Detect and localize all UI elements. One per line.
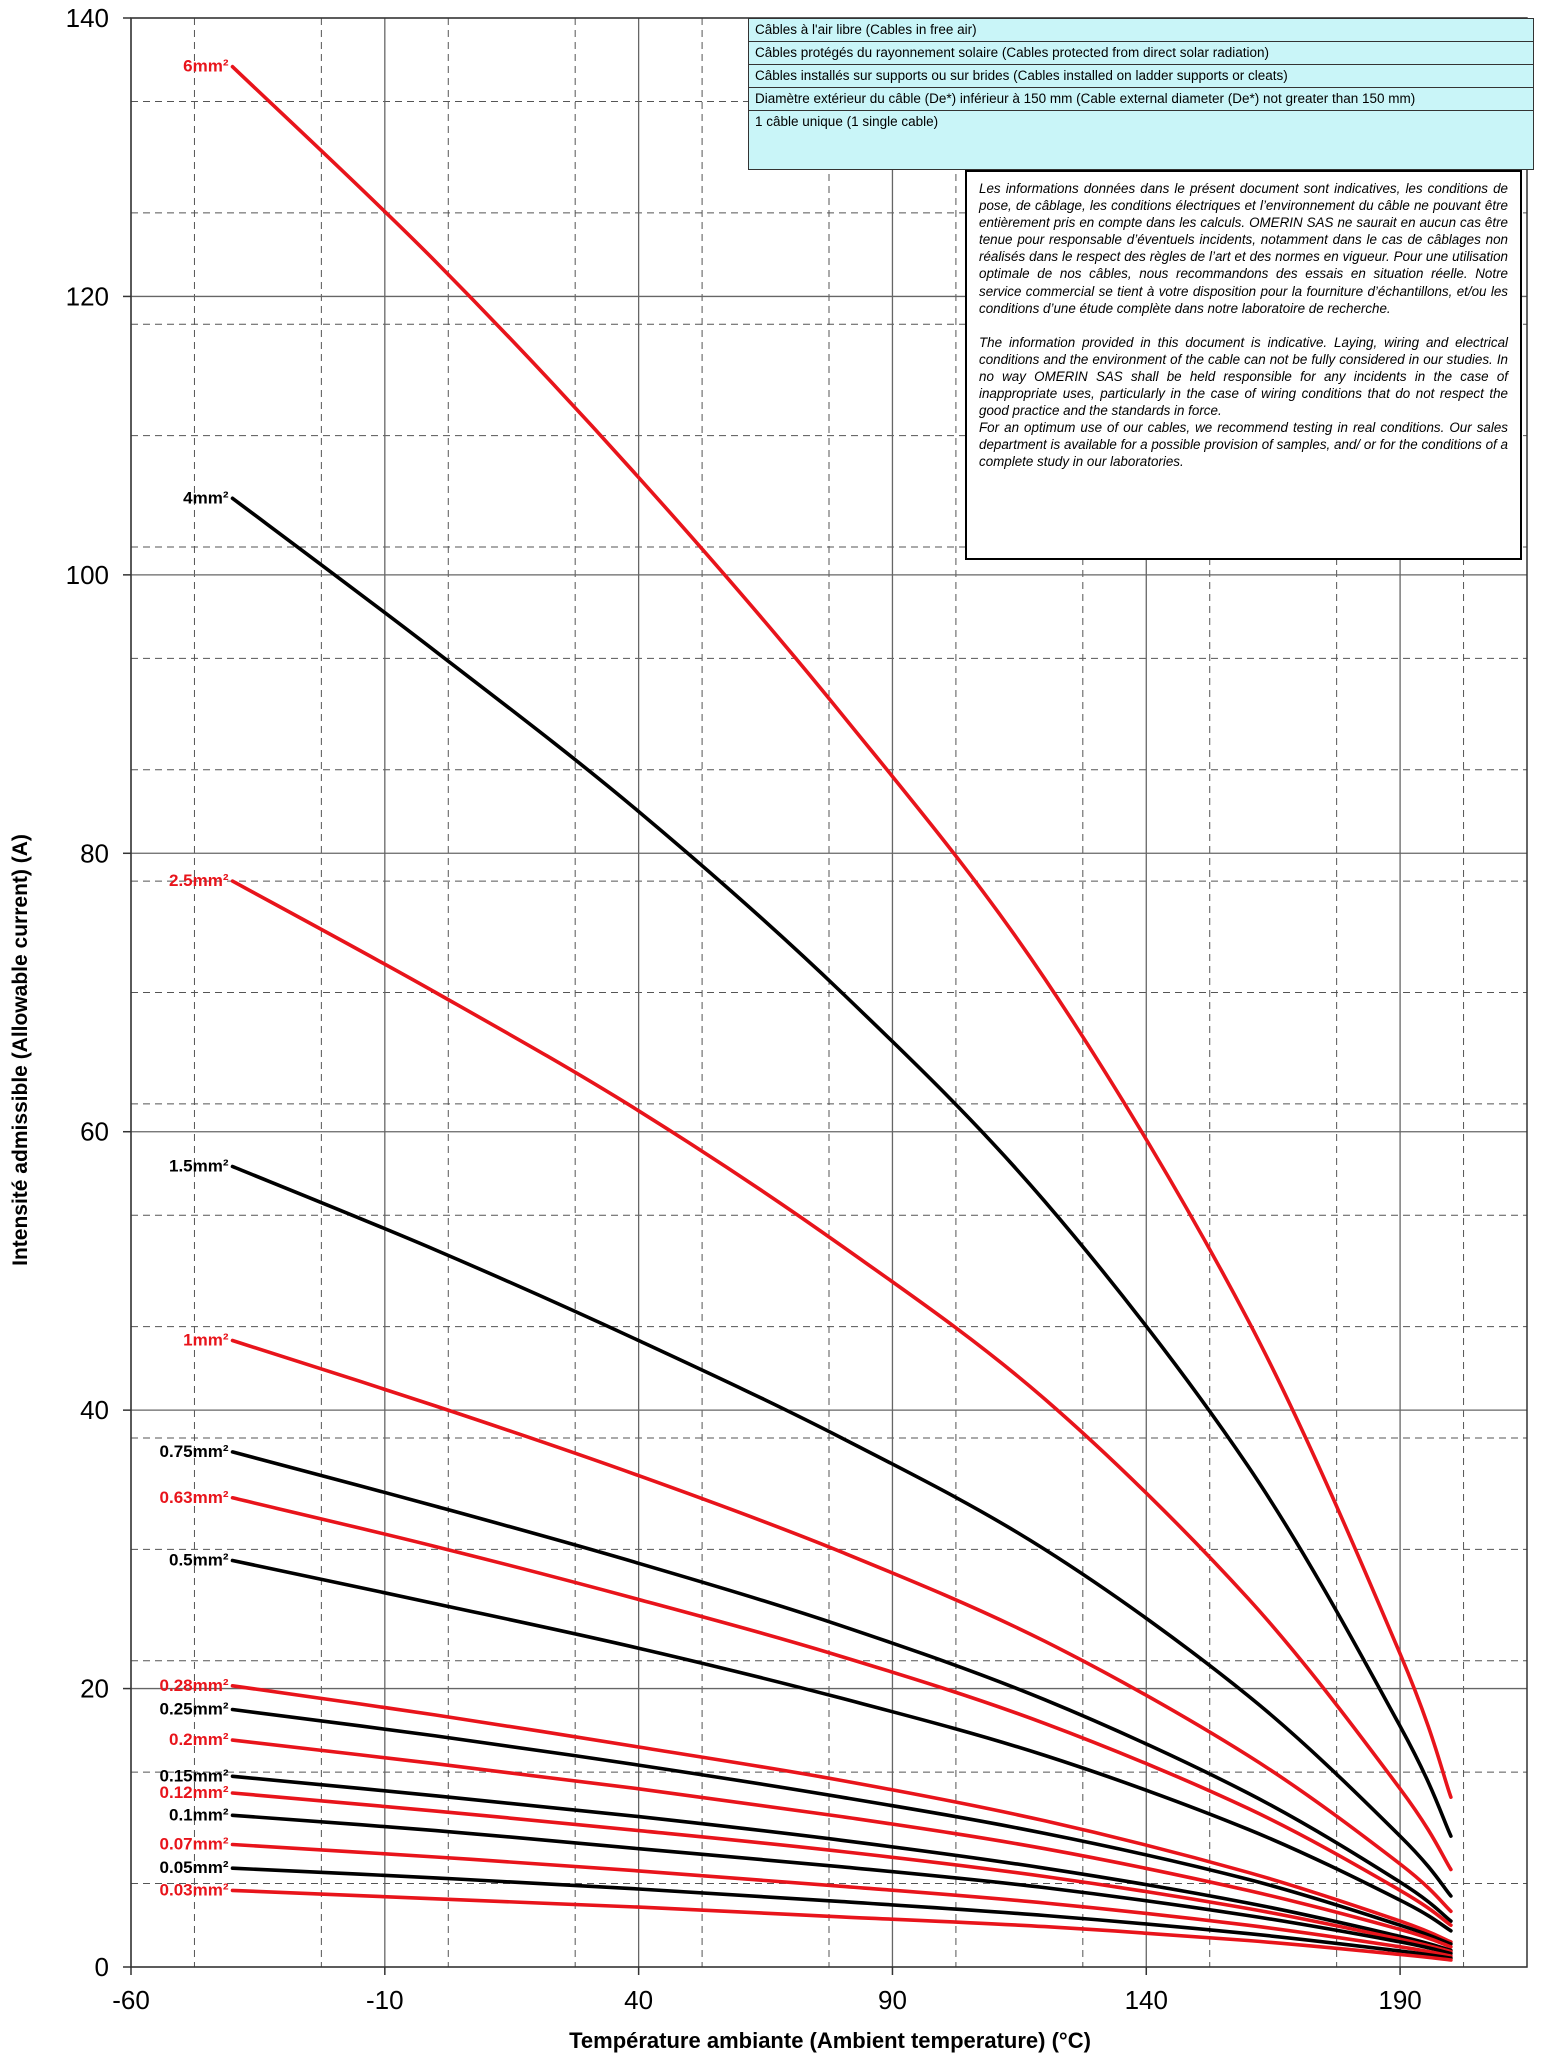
series-label: 4mm²	[183, 488, 229, 507]
y-tick-label: 140	[66, 3, 109, 33]
series-label: 0.28mm²	[160, 1676, 229, 1695]
series-line	[230, 1738, 1453, 1949]
series-line	[230, 1842, 1453, 1958]
y-axis-label: Intensité admissible (Allowable current)…	[9, 834, 32, 1266]
condition-row: Câbles installés sur supports ou sur bri…	[749, 65, 1533, 88]
series-label: 0.25mm²	[160, 1699, 229, 1718]
series-label: 2.5mm²	[169, 871, 229, 890]
series-label: 6mm²	[183, 57, 229, 76]
series-line	[230, 1496, 1453, 1927]
series-label: 0.05mm²	[160, 1858, 229, 1877]
series-line	[230, 1684, 1453, 1944]
series-label: 1mm²	[183, 1331, 229, 1350]
x-tick-label: 140	[1125, 1985, 1168, 2015]
series-label: 0.5mm²	[169, 1550, 229, 1569]
condition-row: Câbles protégés du rayonnement solaire (…	[749, 42, 1533, 65]
condition-row: 1 câble unique (1 single cable)	[755, 114, 939, 129]
series-labels: 6mm² 4mm² 2.5mm² 1.5mm² 1mm² 0.75mm² 0.63mm² 0.…	[160, 57, 229, 1900]
series-label: 0.07mm²	[160, 1834, 229, 1853]
x-tick-label: 90	[878, 1985, 907, 2015]
tick-labels: -60 -10 40 90 140 190 0 20 40 60 80 100 120 140	[66, 3, 1422, 2015]
series-line	[230, 1164, 1453, 1898]
y-tick-label: 40	[80, 1395, 109, 1425]
series-line	[230, 1866, 1453, 1960]
y-tick-label: 20	[80, 1674, 109, 1704]
y-tick-label: 100	[66, 560, 109, 590]
condition-row: Diamètre extérieur du câble (De*) inféri…	[749, 88, 1533, 111]
series-label: 0.63mm²	[160, 1488, 229, 1507]
x-tick-label: -60	[112, 1985, 150, 2015]
series-lines	[230, 64, 1453, 1962]
series-line	[230, 1450, 1453, 1923]
series-line	[230, 1774, 1453, 1953]
y-tick-label: 80	[80, 838, 109, 868]
x-tick-label: -10	[366, 1985, 404, 2015]
series-label: 0.03mm²	[160, 1880, 229, 1899]
series-label: 1.5mm²	[169, 1157, 229, 1176]
series-line	[230, 1813, 1453, 1956]
disclaimer-english-2: For an optimum use of our cables, we rec…	[979, 420, 1508, 470]
series-label: 0.15mm²	[160, 1766, 229, 1785]
series-line	[230, 879, 1453, 1872]
disclaimer-french: Les informations données dans le présent…	[979, 181, 1508, 316]
series-line	[230, 1707, 1453, 1946]
series-line	[230, 496, 1453, 1838]
x-tick-label: 190	[1378, 1985, 1421, 2015]
series-label: 0.75mm²	[160, 1442, 229, 1461]
y-tick-label: 120	[66, 281, 109, 311]
series-label: 0.2mm²	[169, 1730, 229, 1749]
series-line	[230, 1338, 1453, 1914]
series-label: 0.1mm²	[169, 1805, 229, 1824]
disclaimer-box: Les informations données dans le présent…	[965, 170, 1522, 560]
series-label: 0.12mm²	[160, 1783, 229, 1802]
disclaimer-english: The information provided in this documen…	[979, 334, 1508, 419]
x-axis-label: Température ambiante (Ambient temperatur…	[569, 2028, 1091, 2053]
series-line	[230, 1791, 1453, 1954]
series-line	[230, 1888, 1453, 1962]
conditions-box: Câbles à l'air libre (Cables in free air…	[748, 18, 1534, 170]
y-tick-label: 60	[80, 1117, 109, 1147]
y-tick-label: 0	[95, 1952, 109, 1982]
x-tick-label: 40	[624, 1985, 653, 2015]
series-line	[230, 64, 1453, 1799]
series-line	[230, 1558, 1453, 1933]
condition-row: Câbles à l'air libre (Cables in free air…	[749, 19, 1533, 42]
